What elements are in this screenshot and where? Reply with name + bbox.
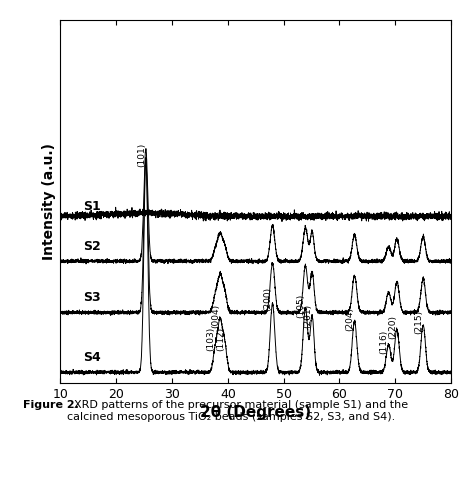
Text: (112): (112) (216, 327, 225, 351)
Text: S2: S2 (83, 240, 100, 252)
Text: (204): (204) (345, 306, 354, 330)
Text: (105): (105) (296, 294, 306, 318)
Text: (220): (220) (388, 315, 397, 339)
Text: (201): (201) (304, 303, 312, 327)
Text: (215): (215) (414, 310, 423, 334)
Text: (004): (004) (211, 303, 220, 327)
Y-axis label: Intensity (a.u.): Intensity (a.u.) (42, 143, 56, 260)
Text: (101): (101) (137, 142, 146, 167)
Text: S3: S3 (83, 291, 100, 304)
Text: Figure 2.: Figure 2. (23, 400, 79, 410)
Text: (103): (103) (206, 327, 216, 351)
Text: XRD patterns of the precursor material (sample S1) and the
calcined mesoporous T: XRD patterns of the precursor material (… (67, 400, 409, 422)
Text: S1: S1 (83, 200, 100, 213)
Text: (116): (116) (379, 330, 389, 354)
X-axis label: 2θ (Degrees): 2θ (Degrees) (200, 405, 311, 420)
Text: S4: S4 (83, 351, 100, 364)
Text: (200): (200) (264, 287, 272, 311)
